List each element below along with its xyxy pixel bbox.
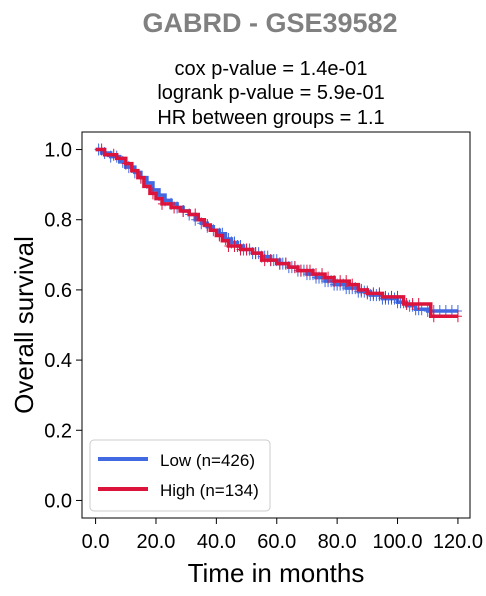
x-axis-ticks: 0.0 20.0 40.0 60.0 80.0 100.0 120.0 [82, 518, 483, 553]
censor-mark [251, 247, 260, 260]
y-axis-ticks: 0.0 0.2 0.4 0.6 0.8 1.0 [44, 140, 82, 512]
y-tick-label: 0.2 [44, 420, 72, 442]
y-axis-label: Overall survival [9, 236, 39, 414]
y-tick-label: 0.0 [44, 490, 72, 512]
censor-mark [170, 201, 179, 214]
censor-mark [414, 297, 423, 310]
censor-mark [230, 240, 239, 253]
censor-mark [290, 261, 299, 274]
censor-mark [348, 278, 357, 291]
y-tick-label: 0.6 [44, 280, 72, 302]
x-axis-label: Time in months [188, 558, 365, 588]
censor-mark [393, 290, 402, 303]
censor-mark [305, 264, 314, 277]
plot-area: 0.0 20.0 40.0 60.0 80.0 100.0 120.0 0.00.20.40… [44, 131, 483, 553]
censor-mark [375, 287, 384, 300]
hazard-ratio-text: HR between groups = 1.1 [157, 107, 384, 129]
censor-mark [97, 143, 106, 156]
x-tick-label: 20.0 [137, 531, 176, 553]
y-tick-label: 0.8 [44, 210, 72, 232]
censor-mark [242, 243, 251, 256]
legend-low-label: Low (n=426) [160, 451, 255, 470]
legend-high-label: High (n=134) [160, 481, 259, 500]
high-censor-marks [97, 143, 462, 323]
censor-mark [281, 257, 290, 270]
censor-mark [357, 283, 366, 296]
series-layer [94, 143, 462, 323]
x-tick-label: 40.0 [197, 531, 236, 553]
censor-mark [136, 171, 145, 184]
y-tick-label: 0.4 [44, 350, 72, 372]
x-tick-label: 80.0 [318, 531, 357, 553]
censor-mark [318, 268, 327, 281]
x-tick-label: 100.0 [373, 531, 423, 553]
censor-mark [429, 310, 438, 323]
axes-frame [81, 131, 471, 519]
censor-mark [158, 197, 167, 210]
censor-mark [191, 208, 200, 221]
censor-mark [109, 148, 118, 161]
censor-mark [203, 218, 212, 231]
censor-mark [453, 310, 462, 323]
chart-title: GABRD - GSE39582 [142, 8, 397, 38]
censor-mark [148, 187, 157, 200]
x-tick-label: 60.0 [257, 531, 296, 553]
censor-mark [324, 271, 333, 284]
x-tick-label: 120.0 [433, 531, 483, 553]
censor-mark [342, 275, 351, 288]
y-tick-label: 1.0 [44, 140, 72, 162]
legend: Low (n=426) High (n=134) [89, 439, 271, 512]
cox-pvalue-text: cox p-value = 1.4e-01 [175, 58, 368, 80]
logrank-pvalue-text: logrank p-value = 5.9e-01 [157, 82, 384, 104]
censor-mark [266, 254, 275, 267]
censor-mark [215, 229, 224, 242]
censor-mark [121, 157, 130, 170]
censor-mark [179, 204, 188, 217]
x-tick-label: 0.0 [82, 531, 110, 553]
